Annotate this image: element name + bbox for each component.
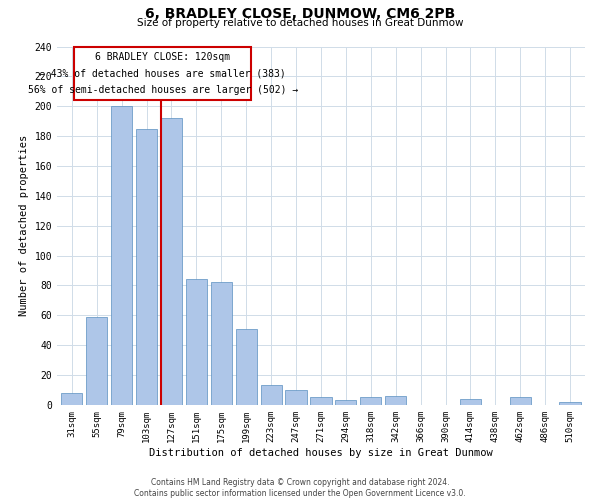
Text: ← 43% of detached houses are smaller (383): ← 43% of detached houses are smaller (38… — [40, 69, 286, 79]
Bar — [236, 328, 257, 405]
Bar — [86, 316, 107, 405]
Bar — [136, 128, 157, 405]
Bar — [61, 393, 82, 405]
Y-axis label: Number of detached properties: Number of detached properties — [19, 135, 29, 316]
Bar — [211, 282, 232, 405]
Bar — [509, 398, 531, 405]
Bar — [286, 390, 307, 405]
Bar — [161, 118, 182, 405]
Bar — [310, 398, 332, 405]
Bar — [460, 399, 481, 405]
Text: Size of property relative to detached houses in Great Dunmow: Size of property relative to detached ho… — [137, 18, 463, 28]
Bar — [360, 398, 382, 405]
Bar — [260, 386, 282, 405]
Text: Contains HM Land Registry data © Crown copyright and database right 2024.
Contai: Contains HM Land Registry data © Crown c… — [134, 478, 466, 498]
Bar — [385, 396, 406, 405]
X-axis label: Distribution of detached houses by size in Great Dunmow: Distribution of detached houses by size … — [149, 448, 493, 458]
Bar — [186, 280, 207, 405]
Bar — [335, 400, 356, 405]
Bar — [111, 106, 132, 405]
FancyBboxPatch shape — [74, 46, 251, 100]
Text: 6, BRADLEY CLOSE, DUNMOW, CM6 2PB: 6, BRADLEY CLOSE, DUNMOW, CM6 2PB — [145, 8, 455, 22]
Text: 56% of semi-detached houses are larger (502) →: 56% of semi-detached houses are larger (… — [28, 86, 298, 96]
Bar — [559, 402, 581, 405]
Text: 6 BRADLEY CLOSE: 120sqm: 6 BRADLEY CLOSE: 120sqm — [95, 52, 230, 62]
